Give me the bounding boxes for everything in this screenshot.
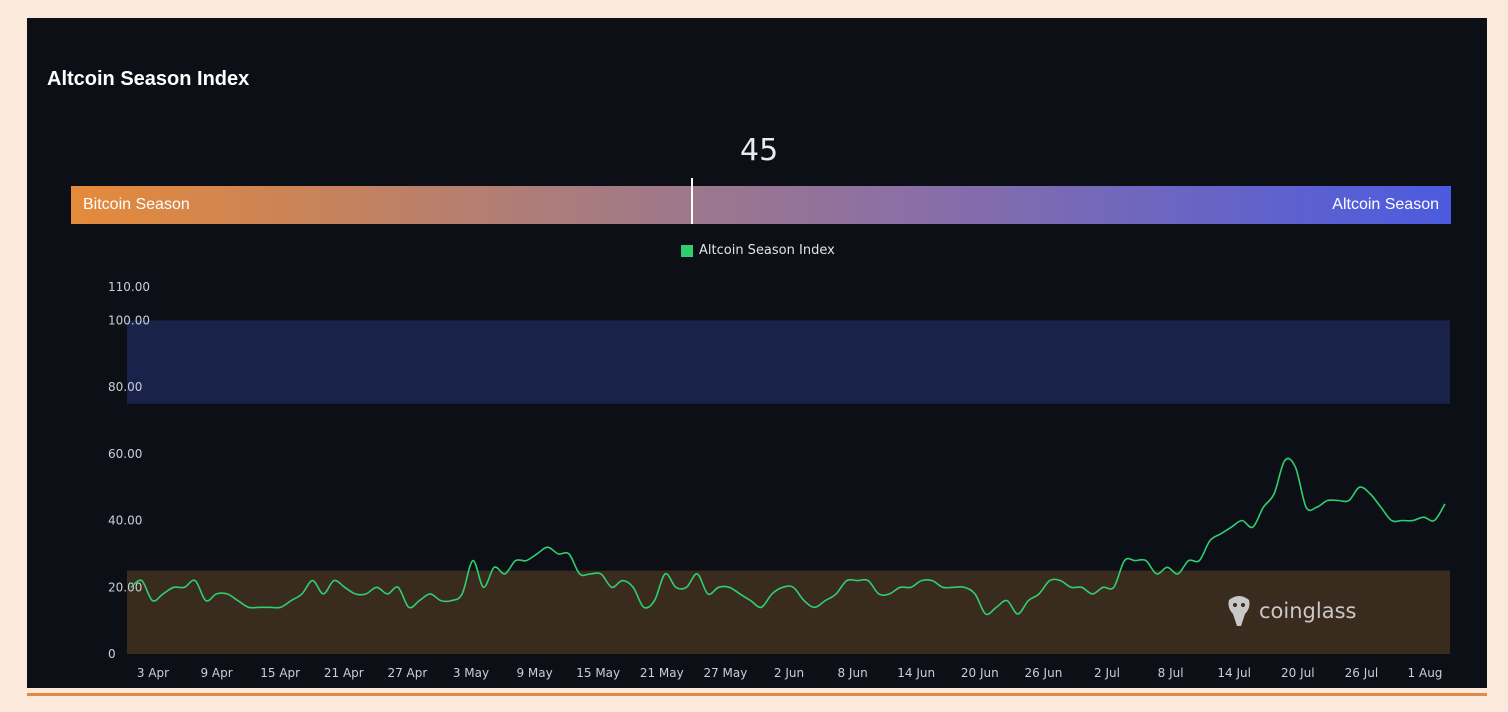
x-tick-label: 2 Jun [774,666,804,680]
x-tick-label: 14 Jul [1217,666,1251,680]
x-tick-label: 15 Apr [260,666,300,680]
x-tick-label: 9 Apr [200,666,232,680]
x-tick-label: 3 Apr [137,666,169,680]
x-tick-label: 2 Jul [1094,666,1120,680]
legend-swatch-icon [681,244,693,257]
coinglass-logo-icon [1228,596,1250,626]
y-tick-label: 0 [108,647,116,661]
y-tick-label: 60.00 [108,447,142,461]
x-tick-label: 21 May [640,666,684,680]
x-tick-label: 1 Aug [1408,666,1443,680]
legend[interactable]: Altcoin Season Index [681,243,835,258]
legend-label: Altcoin Season Index [699,243,835,258]
x-tick-label: 14 Jun [897,666,935,680]
gauge-value: 45 [740,133,779,168]
x-tick-label: 27 Apr [387,666,427,680]
x-tick-label: 20 Jul [1281,666,1315,680]
x-tick-label: 27 May [703,666,747,680]
watermark-text: coinglass [1259,599,1357,623]
x-tick-label: 15 May [576,666,620,680]
bottom-accent-line [27,693,1487,696]
y-tick-label: 110.00 [108,280,150,294]
band-1 [127,570,1450,654]
x-tick-label: 8 Jul [1158,666,1184,680]
y-tick-label: 100.00 [108,313,150,327]
gauge-right-label: Altcoin Season [1332,196,1439,213]
band-0 [127,320,1450,404]
x-tick-label: 9 May [516,666,552,680]
season-gauge-bar: Bitcoin Season Altcoin Season [71,178,1451,224]
x-tick-label: 21 Apr [324,666,364,680]
x-tick-label: 3 May [453,666,489,680]
series-line-0[interactable] [130,457,1446,616]
gauge-left-label: Bitcoin Season [83,196,190,213]
x-tick-label: 8 Jun [837,666,867,680]
x-tick-label: 26 Jun [1024,666,1062,680]
chart-title: Altcoin Season Index [47,68,250,90]
watermark: coinglass [1225,594,1356,628]
y-tick-label: 40.00 [108,514,142,528]
y-tick-label: 80.00 [108,380,142,394]
gauge-marker [691,178,693,224]
x-tick-label: 26 Jul [1345,666,1379,680]
x-tick-label: 20 Jun [961,666,999,680]
